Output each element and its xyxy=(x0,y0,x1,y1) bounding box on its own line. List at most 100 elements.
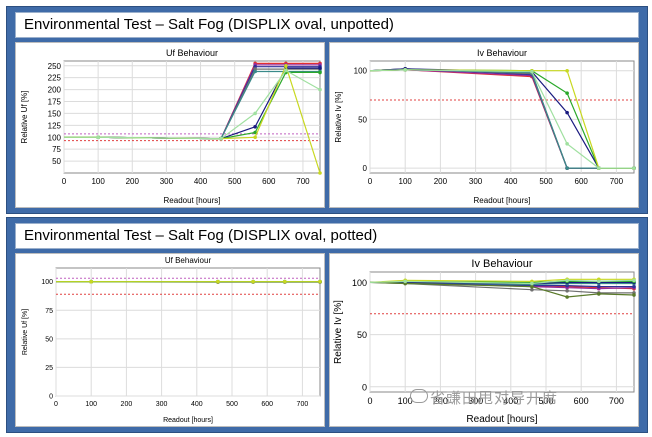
data-point xyxy=(565,91,569,95)
data-point xyxy=(632,284,636,289)
data-point xyxy=(253,69,257,74)
y-tick-label: 0 xyxy=(49,394,53,401)
x-tick-label: 100 xyxy=(85,401,97,408)
data-point xyxy=(565,288,569,293)
x-tick-label: 0 xyxy=(367,396,372,406)
series-line xyxy=(370,281,634,285)
x-tick-label: 400 xyxy=(504,177,518,186)
chart-uf-unpotted-svg: Uf Behaviour 0 100 200 300 400 500 600 700 50 75 10… xyxy=(20,48,322,205)
panel-title: Environmental Test – Salt Fog (DISPLIX o… xyxy=(24,227,378,244)
data-point xyxy=(530,287,534,292)
chart-title: Iv Behaviour xyxy=(471,258,532,270)
chart-iv-potted: Iv Behaviour 0 100 200 300 400 500 600 700 0 50 100… xyxy=(329,253,639,427)
data-point xyxy=(565,141,569,146)
x-tick-label: 300 xyxy=(156,401,168,408)
y-tick-label: 225 xyxy=(48,74,62,83)
y-axis-label: Relative Iv [%] xyxy=(333,300,344,364)
x-tick-label: 0 xyxy=(368,177,373,186)
x-axis-label: Readout [hours] xyxy=(163,417,213,424)
data-point xyxy=(597,284,601,289)
data-point xyxy=(253,111,257,116)
x-tick-label: 200 xyxy=(434,177,448,186)
x-tick-label: 700 xyxy=(296,177,310,186)
data-point xyxy=(632,293,636,297)
data-point xyxy=(96,135,100,140)
x-tick-label: 600 xyxy=(261,401,273,408)
y-tick-label: 100 xyxy=(41,279,53,286)
y-tick-label: 100 xyxy=(354,67,368,76)
data-point xyxy=(565,278,569,283)
chart-iv-unpotted-svg: Iv Behaviour 0 100 200 300 400 500 600 700 0 50 100… xyxy=(334,48,636,205)
data-point xyxy=(565,68,569,73)
plot-area xyxy=(369,60,635,174)
data-point xyxy=(597,292,601,296)
plot-area xyxy=(55,267,321,397)
y-tick-label: 175 xyxy=(48,98,62,107)
y-tick-label: 0 xyxy=(362,382,367,392)
data-point xyxy=(530,69,534,74)
data-point xyxy=(219,136,223,141)
data-point xyxy=(565,110,569,115)
x-tick-label: 500 xyxy=(539,177,553,186)
chart-uf-potted-svg: Uf Behaviour 0 100 200 300 400 500 600 700 0 25 50 7… xyxy=(22,256,322,424)
y-tick-label: 250 xyxy=(48,62,62,71)
data-point xyxy=(565,295,569,299)
series-line xyxy=(369,279,635,285)
y-tick-label: 150 xyxy=(48,109,62,118)
data-point xyxy=(632,278,636,283)
data-point xyxy=(318,87,322,92)
x-tick-label: 300 xyxy=(160,177,174,186)
data-point xyxy=(597,279,601,284)
data-point xyxy=(597,166,601,170)
x-tick-label: 400 xyxy=(191,401,203,408)
watermark-text: 省豏田甩对导开席 xyxy=(430,389,559,407)
panel-title-box: Environmental Test – Salt Fog (DISPLIX o… xyxy=(15,223,639,249)
x-axis-label: Readout [hours] xyxy=(466,414,537,425)
x-tick-label: 100 xyxy=(399,177,413,186)
x-tick-label: 600 xyxy=(574,396,589,406)
y-tick-label: 50 xyxy=(358,115,367,124)
data-point xyxy=(565,166,569,170)
y-tick-label: 75 xyxy=(45,308,53,315)
chart-title: Uf Behaviour xyxy=(166,48,218,58)
data-point xyxy=(253,135,257,140)
y-tick-label: 50 xyxy=(52,157,61,166)
y-tick-label: 100 xyxy=(352,278,367,288)
series-line xyxy=(369,281,635,298)
y-tick-label: 50 xyxy=(357,330,367,340)
chart-uf-potted: Uf Behaviour 0 100 200 300 400 500 600 700 0 25 50 7… xyxy=(15,253,325,427)
y-tick-label: 0 xyxy=(363,164,368,173)
x-tick-label: 300 xyxy=(468,396,483,406)
y-tick-label: 75 xyxy=(52,145,61,154)
series-line xyxy=(369,278,634,283)
x-tick-label: 700 xyxy=(610,177,624,186)
y-axis-label: Relative Uf [%] xyxy=(20,91,29,144)
y-axis-label: Relative Uf [%] xyxy=(22,309,29,355)
y-tick-label: 125 xyxy=(48,121,62,130)
data-point xyxy=(318,66,322,70)
x-tick-label: 100 xyxy=(398,396,413,406)
chart-uf-unpotted: Uf Behaviour 0 100 200 300 400 500 600 700 50 75 10… xyxy=(15,42,325,208)
data-point xyxy=(89,279,93,284)
data-point xyxy=(318,279,322,284)
x-tick-label: 600 xyxy=(575,177,589,186)
panel-title-box: Environmental Test – Salt Fog (DISPLIX o… xyxy=(15,12,639,38)
x-tick-label: 500 xyxy=(226,401,238,408)
series-line xyxy=(64,69,321,140)
data-point xyxy=(251,279,255,284)
chart-iv-unpotted: Iv Behaviour 0 100 200 300 400 500 600 700 0 50 100… xyxy=(329,42,639,208)
x-tick-label: 400 xyxy=(194,177,208,186)
x-axis-label: Readout [hours] xyxy=(474,196,531,205)
x-tick-label: 600 xyxy=(262,177,276,186)
x-tick-label: 500 xyxy=(228,177,242,186)
data-point xyxy=(284,63,288,68)
y-tick-label: 50 xyxy=(45,336,53,343)
plot-area xyxy=(369,271,635,393)
series-line xyxy=(369,69,634,169)
data-point xyxy=(403,279,407,284)
x-tick-label: 300 xyxy=(469,177,483,186)
x-tick-label: 0 xyxy=(62,177,67,186)
data-point xyxy=(318,171,322,175)
y-tick-label: 200 xyxy=(48,86,62,95)
x-tick-label: 200 xyxy=(433,396,448,406)
